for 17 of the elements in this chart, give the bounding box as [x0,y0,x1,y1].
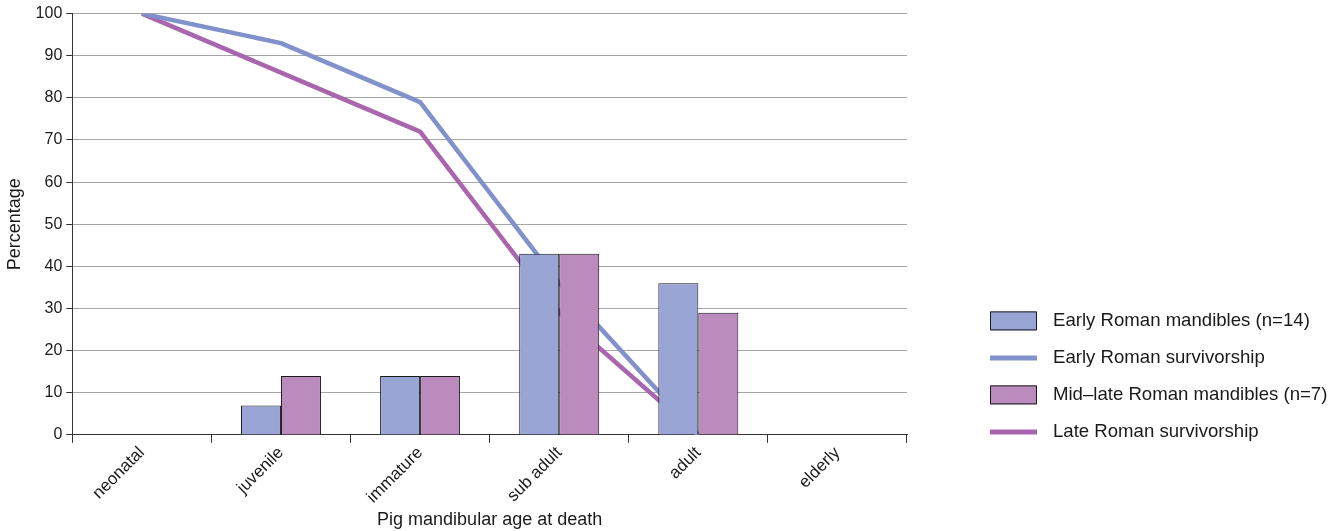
y-tick-label: 20 [44,341,63,359]
y-axis-title: Percentage [3,178,24,271]
x-axis-title: Pig mandibular age at death [377,509,603,530]
legend-label: Mid–late Roman mandibles (n=7) [1053,383,1328,404]
y-tick-label: 60 [44,172,63,190]
y-tick-label: 100 [35,4,63,22]
legend-label: Early Roman mandibles (n=14) [1053,309,1310,330]
y-tick-label: 50 [44,214,63,232]
legend-label: Early Roman survivorship [1053,346,1265,367]
legend-label: Late Roman survivorship [1053,420,1259,441]
y-tick-label: 30 [44,298,63,316]
y-tick-label: 70 [44,130,63,148]
y-tick-label: 10 [44,383,63,401]
y-tick-label: 90 [44,46,63,64]
y-tick-label: 80 [44,88,63,106]
y-tick-label: 40 [44,256,63,274]
y-tick-label: 0 [53,425,63,443]
